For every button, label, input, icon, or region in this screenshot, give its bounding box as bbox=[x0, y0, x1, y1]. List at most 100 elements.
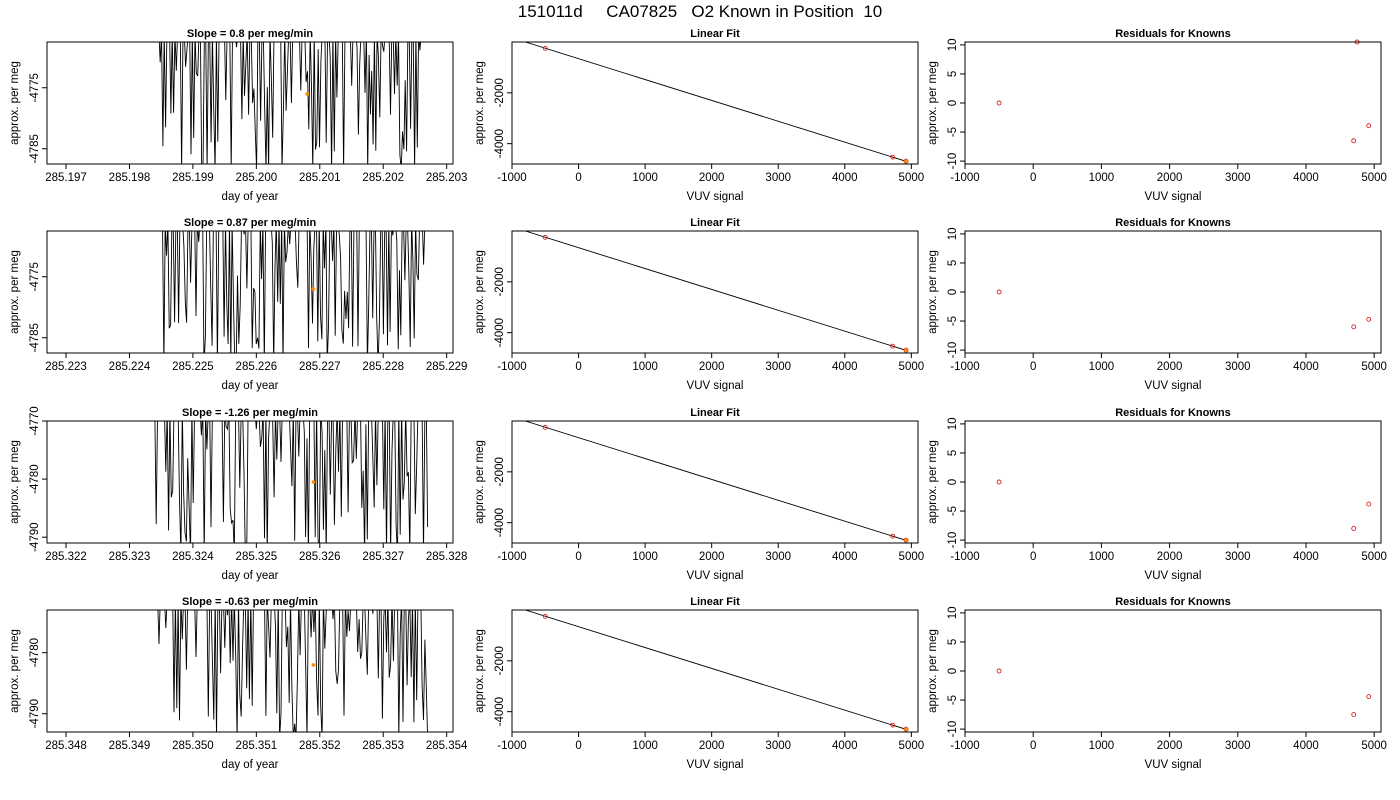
panel-8-frame bbox=[511, 420, 919, 544]
panel-5-xtick-label: 1000 bbox=[632, 361, 658, 373]
panel-3-point-2 bbox=[1351, 138, 1357, 144]
panel-2-xlabel: VUV signal bbox=[687, 191, 744, 203]
panel-6-xtick-label: 1000 bbox=[1089, 361, 1115, 373]
panel-9-point-1 bbox=[996, 479, 1002, 485]
panel-10-xtick-label: 285.354 bbox=[426, 740, 468, 752]
panel-3-xtick-label: 1000 bbox=[1089, 172, 1115, 184]
panel-11-ytick-label: -2000 bbox=[494, 646, 506, 675]
panel-2-point-3 bbox=[903, 158, 909, 164]
panel-3-point-4 bbox=[1366, 123, 1372, 129]
panel-5-xtick-label: 0 bbox=[575, 361, 581, 373]
panel-3-xtick-label: 4000 bbox=[1293, 172, 1319, 184]
panel-6-ytick-label: -10 bbox=[947, 342, 959, 359]
panel-4-xtick-label: 285.223 bbox=[45, 361, 87, 373]
panel-1-xtick-label: 285.197 bbox=[45, 172, 87, 184]
panel-3-ytick-label: 10 bbox=[947, 39, 959, 52]
panel-11-xlabel: VUV signal bbox=[687, 759, 744, 771]
panel-2-point-1 bbox=[542, 45, 548, 51]
panel-7-xlabel: day of year bbox=[222, 570, 279, 582]
panel-12-point-3 bbox=[1366, 694, 1372, 700]
panel-5-point-1 bbox=[542, 234, 548, 240]
panel-6-title: Residuals for Knowns bbox=[1115, 217, 1231, 229]
panel-3-title: Residuals for Knowns bbox=[1115, 28, 1231, 40]
panel-9-ytick-label: 0 bbox=[947, 479, 959, 485]
panel-11-title: Linear Fit bbox=[690, 596, 740, 608]
panel-12-xlabel: VUV signal bbox=[1145, 759, 1202, 771]
panel-9-point-2 bbox=[1351, 526, 1357, 531]
panel-4-xtick-label: 285.225 bbox=[172, 361, 214, 373]
panel-4-xtick-label: 285.224 bbox=[109, 361, 151, 373]
panel-6-xtick-label: 3000 bbox=[1225, 361, 1251, 373]
panel-12-xtick-label: 3000 bbox=[1225, 740, 1251, 752]
panel-1-xtick-label: 285.202 bbox=[362, 172, 404, 184]
panel-6-ytick-label: 10 bbox=[947, 228, 959, 241]
panel-12-ytick-label: -10 bbox=[947, 721, 959, 738]
panel-2-highlight-point bbox=[904, 159, 908, 164]
panel-2-ytick-label: -2000 bbox=[494, 78, 506, 107]
panel-12-xtick-label: 4000 bbox=[1293, 740, 1319, 752]
panel-10-ylabel: approx. per meg bbox=[9, 629, 21, 713]
panel-7-ytick-label: -4780 bbox=[29, 464, 41, 493]
panel-1-xlabel: day of year bbox=[222, 191, 279, 203]
panel-11-xtick-label: 2000 bbox=[699, 740, 725, 752]
panel-2-fit-line bbox=[525, 42, 909, 163]
panel-2-xtick-label: 0 bbox=[575, 172, 581, 184]
panel-11-xtick-label: 5000 bbox=[899, 740, 925, 752]
panel-8-xlabel: VUV signal bbox=[687, 570, 744, 582]
panel-10-trace bbox=[157, 610, 428, 732]
panel-4-xtick-label: 285.229 bbox=[426, 361, 468, 373]
panel-3-ytick-label: -10 bbox=[947, 153, 959, 170]
panel-5-ytick-label: -4000 bbox=[494, 318, 506, 347]
panel-5-frame bbox=[511, 230, 919, 354]
panel-9-ytick-label: -5 bbox=[947, 506, 959, 516]
panel-5-ytick-label: -2000 bbox=[494, 267, 506, 296]
panel-5-xtick-label: 5000 bbox=[899, 361, 925, 373]
panel-7-ylabel: approx. per meg bbox=[9, 440, 21, 524]
panel-4-frame bbox=[46, 230, 454, 354]
panel-7-ytick-label: -4790 bbox=[29, 522, 41, 551]
panel-11-highlight-point bbox=[904, 727, 908, 732]
panel-3-xtick-label: -1000 bbox=[950, 172, 979, 184]
panel-8-title: Linear Fit bbox=[690, 407, 740, 419]
panel-6-xtick-label: 0 bbox=[1030, 361, 1036, 373]
panel-5-title: Linear Fit bbox=[690, 217, 740, 229]
panel-1-ytick-label: -4775 bbox=[29, 73, 41, 102]
panel-1-xtick-label: 285.200 bbox=[236, 172, 278, 184]
panel-5-point-2 bbox=[890, 343, 896, 349]
panel-1-xtick-label: 285.198 bbox=[109, 172, 151, 184]
panel-9-xtick-label: 0 bbox=[1030, 551, 1036, 563]
panel-1-xtick-label: 285.203 bbox=[426, 172, 468, 184]
panel-2-ytick-label: -4000 bbox=[494, 129, 506, 158]
panel-7-xtick-label: 285.324 bbox=[172, 551, 214, 563]
panel-12-xtick-label: 0 bbox=[1030, 740, 1036, 752]
panel-2-xtick-label: 3000 bbox=[765, 172, 791, 184]
panel-4-title: Slope = 0.87 per meg/min bbox=[184, 217, 317, 229]
panel-1-highlight-point bbox=[305, 92, 309, 96]
panel-1-xtick-label: 285.201 bbox=[299, 172, 341, 184]
panel-8-xtick-label: -1000 bbox=[497, 551, 526, 563]
panel-3-xtick-label: 3000 bbox=[1225, 172, 1251, 184]
panel-11-xtick-label: -1000 bbox=[497, 740, 526, 752]
panel-9-frame bbox=[964, 420, 1382, 544]
panel-2-xtick-label: 2000 bbox=[699, 172, 725, 184]
panel-6-frame bbox=[964, 230, 1382, 354]
panel-5-point-3 bbox=[903, 347, 909, 353]
panel-3-xtick-label: 5000 bbox=[1361, 172, 1387, 184]
panel-1-title: Slope = 0.8 per meg/min bbox=[187, 28, 314, 40]
panel-6-xlabel: VUV signal bbox=[1145, 380, 1202, 392]
panel-12-point-2 bbox=[1351, 712, 1357, 718]
panel-8-ytick-label: -2000 bbox=[494, 457, 506, 486]
panel-11-fit-line bbox=[525, 610, 909, 731]
panel-9-xtick-label: 5000 bbox=[1361, 551, 1387, 563]
panel-9-ytick-label: 10 bbox=[947, 418, 959, 431]
panel-10-xtick-label: 285.352 bbox=[299, 740, 341, 752]
panel-5-xlabel: VUV signal bbox=[687, 380, 744, 392]
panel-3-ytick-label: 0 bbox=[947, 100, 959, 106]
panel-8-ytick-label: -4000 bbox=[494, 508, 506, 537]
panel-5-xtick-label: -1000 bbox=[497, 361, 526, 373]
panel-8-xtick-label: 3000 bbox=[765, 551, 791, 563]
panel-6-ytick-label: 0 bbox=[947, 289, 959, 295]
panel-10-ytick-label: -4780 bbox=[29, 638, 41, 667]
panel-8-point-2 bbox=[890, 533, 896, 539]
